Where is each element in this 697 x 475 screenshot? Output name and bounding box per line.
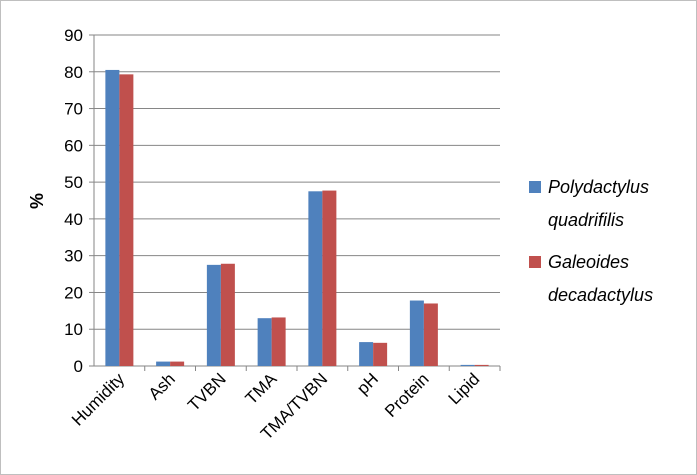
- y-tick-label: 90: [64, 26, 83, 45]
- legend-swatch: [529, 256, 541, 268]
- bars: [105, 69, 489, 366]
- y-tick-label: 80: [64, 63, 83, 82]
- bar-series1-ph: [359, 342, 374, 366]
- bar-series1-lipid: [460, 364, 475, 366]
- bar-series1-humidity: [105, 69, 120, 366]
- x-tick-label: Lipid: [445, 369, 484, 408]
- x-tick-label: Ash: [145, 369, 179, 403]
- x-tick-label: Protein: [381, 369, 433, 421]
- bar-series2-humidity: [119, 74, 134, 366]
- legend: Polydactylus quadrifilis Galeoides decadact…: [529, 177, 653, 305]
- axes: [89, 34, 501, 371]
- bar-series2-lipid: [474, 364, 489, 366]
- legend-label: Galeoides: [548, 252, 629, 272]
- y-axis-title: %: [27, 193, 47, 209]
- x-tick-label: Humidity: [68, 369, 129, 430]
- bar-series1-tma-tvbn: [308, 191, 323, 366]
- bar-series2-ph: [373, 342, 388, 366]
- bar-series1-tvbn: [206, 264, 221, 366]
- y-tick-label: 20: [64, 283, 83, 302]
- bar-series2-ash: [170, 361, 185, 366]
- bar-series2-protein: [423, 303, 438, 366]
- legend-label: quadrifilis: [548, 210, 624, 230]
- x-tick-label: TMA: [242, 369, 281, 408]
- x-tick-label: TVBN: [184, 369, 229, 414]
- x-tick-label: pH: [353, 369, 382, 398]
- y-tick-labels: 0 10 20 30 40 50 60 70 80 90: [64, 26, 83, 376]
- y-tick-label: 60: [64, 136, 83, 155]
- y-tick-label: 30: [64, 247, 83, 266]
- y-tick-label: 50: [64, 173, 83, 192]
- legend-swatch: [529, 181, 541, 193]
- bar-series2-tvbn: [220, 263, 235, 366]
- legend-label: decadactylus: [548, 285, 653, 305]
- gridlines: [94, 34, 500, 330]
- bar-series2-tma: [271, 317, 286, 366]
- legend-label: Polydactylus: [548, 177, 649, 197]
- bar-series2-tma-tvbn: [322, 190, 337, 366]
- y-tick-label: 40: [64, 210, 83, 229]
- bar-series1-tma: [257, 318, 272, 366]
- y-tick-label: 70: [64, 100, 83, 119]
- bar-series1-ash: [156, 361, 171, 366]
- y-tick-label: 10: [64, 320, 83, 339]
- y-tick-label: 0: [74, 357, 83, 376]
- bar-series1-protein: [409, 300, 424, 366]
